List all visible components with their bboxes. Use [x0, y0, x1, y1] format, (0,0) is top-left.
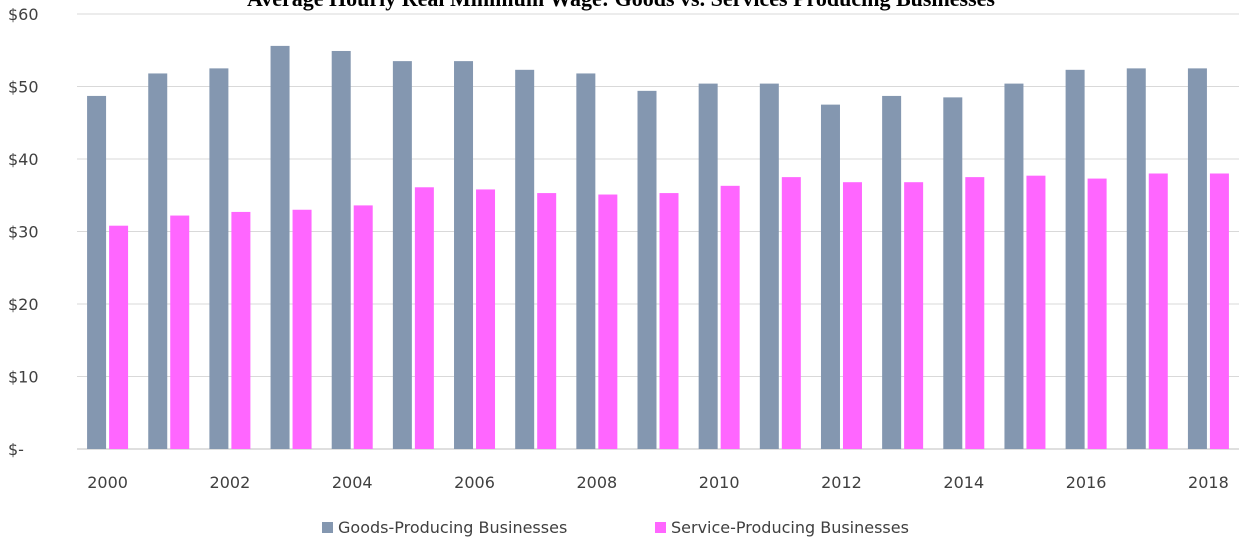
bar-goods-2017: [1126, 68, 1146, 449]
bar-service-2009: [659, 193, 679, 449]
x-tick-label: 2010: [699, 473, 740, 492]
x-tick-label: 2016: [1066, 473, 1107, 492]
bar-goods-2012: [820, 104, 840, 449]
bar-goods-2015: [1004, 83, 1024, 449]
bar-goods-2007: [515, 69, 535, 449]
bar-service-2000: [109, 225, 129, 449]
bar-service-2013: [904, 182, 924, 449]
x-tick-label: 2002: [210, 473, 251, 492]
bar-service-2014: [965, 177, 985, 449]
y-tick-label: $20: [8, 295, 39, 314]
bar-goods-2018: [1187, 68, 1207, 449]
x-tick-label: 2012: [821, 473, 862, 492]
x-tick-label: 2006: [454, 473, 495, 492]
bar-service-2011: [781, 177, 801, 449]
bar-goods-2014: [943, 97, 963, 449]
gridlines: [77, 13, 1239, 450]
x-tick-label: 2014: [943, 473, 984, 492]
bar-service-2006: [476, 189, 496, 449]
bar-goods-2008: [576, 73, 596, 449]
bar-goods-2011: [759, 83, 779, 449]
bar-service-2018: [1209, 173, 1229, 449]
bar-goods-2009: [637, 90, 657, 449]
bar-goods-2006: [454, 61, 474, 449]
bar-service-2008: [598, 194, 618, 449]
legend-label-goods: Goods-Producing Businesses: [338, 518, 567, 537]
bar-goods-2002: [209, 68, 229, 449]
y-tick-label: $50: [8, 78, 39, 97]
bar-goods-2001: [148, 73, 168, 449]
x-axis: 2000 2002 2004 2006 2008 2010 2012 2014 2016 2018: [87, 473, 1229, 492]
bar-service-2004: [353, 205, 373, 449]
bar-goods-2016: [1065, 69, 1085, 449]
bar-service-2003: [292, 209, 312, 449]
bar-goods-2010: [698, 83, 718, 449]
legend-label-service: Service-Producing Businesses: [671, 518, 909, 537]
y-axis: $- $10 $20 $30 $40 $50 $60: [8, 5, 39, 459]
bar-service-2017: [1148, 173, 1168, 449]
bar-goods-2004: [331, 50, 351, 449]
bar-goods-2000: [87, 95, 107, 450]
legend-swatch-goods: [322, 522, 333, 533]
y-tick-label: $30: [8, 223, 39, 242]
bar-service-2012: [842, 182, 862, 449]
bar-service-2001: [170, 215, 190, 449]
x-tick-label: 2018: [1188, 473, 1229, 492]
bar-goods-2005: [392, 61, 412, 449]
chart-title: Average Hourly Real Minimum Wage: Goods …: [247, 0, 995, 11]
legend: Goods-Producing Businesses Service-Produc…: [322, 518, 909, 537]
bar-service-2016: [1087, 178, 1107, 449]
y-tick-label: $40: [8, 150, 39, 169]
y-tick-label: $-: [8, 440, 24, 459]
bar-service-2002: [231, 211, 251, 449]
bar-service-2007: [537, 193, 557, 449]
bar-goods-2003: [270, 45, 290, 450]
bar-service-2005: [414, 187, 434, 449]
x-tick-label: 2008: [576, 473, 617, 492]
legend-swatch-service: [655, 522, 666, 533]
bars: [87, 45, 1229, 450]
y-tick-label: $60: [8, 5, 39, 24]
x-tick-label: 2000: [87, 473, 128, 492]
x-tick-label: 2004: [332, 473, 373, 492]
bar-service-2010: [720, 185, 740, 449]
bar-goods-2013: [882, 95, 902, 450]
y-tick-label: $10: [8, 368, 39, 387]
bar-service-2015: [1026, 175, 1046, 450]
